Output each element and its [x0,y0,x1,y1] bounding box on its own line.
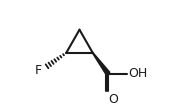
Text: F: F [34,64,41,77]
Text: O: O [109,93,118,105]
Text: OH: OH [128,67,147,80]
Polygon shape [92,53,110,75]
